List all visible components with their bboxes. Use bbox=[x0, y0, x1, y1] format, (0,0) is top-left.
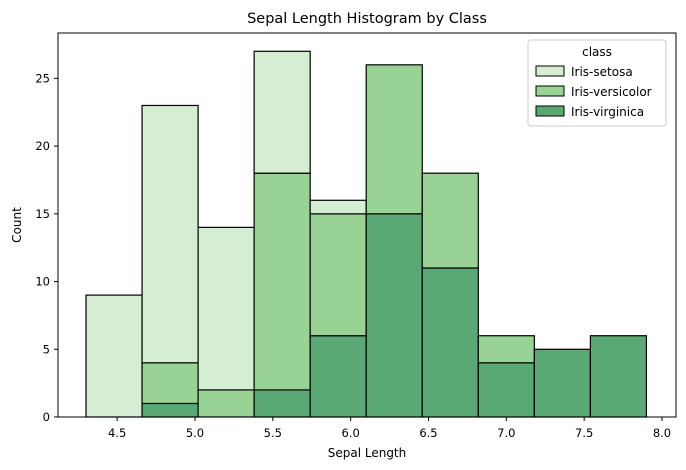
x-tick-label: 7.0 bbox=[497, 426, 515, 440]
bar-iris-virginica-bin-3 bbox=[253, 389, 311, 418]
legend: class Iris-setosa Iris-versicolor Iris-vir… bbox=[527, 39, 667, 127]
bar-iris-setosa-bin-4 bbox=[309, 199, 367, 215]
bar-iris-virginica-bin-1 bbox=[141, 402, 199, 418]
x-axis: 4.5 5.0 5.5 6.0 6.5 7.0 7.5 8.0 bbox=[108, 417, 671, 440]
bar-iris-versicolor-bin-3 bbox=[253, 172, 311, 391]
chart-title: Sepal Length Histogram by Class bbox=[247, 11, 487, 27]
bar-iris-setosa-bin-3 bbox=[253, 50, 311, 174]
x-tick-label: 4.5 bbox=[108, 426, 126, 440]
bar-iris-virginica-bin-5 bbox=[365, 213, 423, 418]
y-tick-label: 0 bbox=[43, 410, 50, 424]
bar-iris-setosa-bin-0 bbox=[85, 294, 143, 418]
legend-label: Iris-setosa bbox=[571, 65, 633, 79]
y-tick-label: 10 bbox=[35, 275, 50, 289]
legend-swatch bbox=[535, 105, 565, 117]
y-axis: 0 5 10 15 20 25 bbox=[35, 71, 58, 424]
bar-iris-versicolor-bin-1 bbox=[141, 362, 199, 405]
y-tick-label: 25 bbox=[35, 71, 50, 85]
bar-iris-virginica-bin-8 bbox=[533, 348, 591, 418]
y-tick-label: 20 bbox=[35, 139, 50, 153]
legend-box bbox=[527, 39, 667, 127]
bar-iris-virginica-bin-9 bbox=[589, 335, 648, 418]
x-tick-label: 7.5 bbox=[575, 426, 593, 440]
legend-swatch bbox=[535, 85, 565, 97]
y-tick-label: 5 bbox=[43, 342, 50, 356]
bar-iris-versicolor-bin-2 bbox=[197, 389, 255, 418]
x-tick-label: 8.0 bbox=[653, 426, 671, 440]
x-tick-label: 5.0 bbox=[186, 426, 204, 440]
x-tick-label: 5.5 bbox=[264, 426, 282, 440]
bar-iris-versicolor-bin-5 bbox=[365, 64, 423, 215]
bar-iris-virginica-bin-4 bbox=[309, 335, 367, 418]
bar-iris-virginica-bin-7 bbox=[477, 362, 535, 418]
x-axis-label: Sepal Length bbox=[328, 446, 407, 460]
legend-title: class bbox=[582, 45, 612, 59]
legend-label: Iris-versicolor bbox=[571, 85, 652, 99]
legend-label: Iris-virginica bbox=[571, 105, 644, 119]
bar-iris-setosa-bin-2 bbox=[197, 226, 255, 391]
plot-frame bbox=[57, 32, 677, 418]
bar-iris-versicolor-bin-4 bbox=[309, 213, 367, 337]
bar-iris-versicolor-bin-6 bbox=[421, 172, 479, 269]
x-tick-label: 6.5 bbox=[419, 426, 437, 440]
y-tick-label: 15 bbox=[35, 207, 50, 221]
x-tick-label: 6.0 bbox=[342, 426, 360, 440]
bar-iris-versicolor-bin-7 bbox=[477, 335, 535, 364]
bar-iris-setosa-bin-1 bbox=[141, 104, 199, 364]
bar-iris-virginica-bin-6 bbox=[421, 267, 479, 418]
bars-group bbox=[85, 50, 648, 418]
legend-swatch bbox=[535, 65, 565, 77]
y-axis-label: Count bbox=[10, 207, 24, 243]
